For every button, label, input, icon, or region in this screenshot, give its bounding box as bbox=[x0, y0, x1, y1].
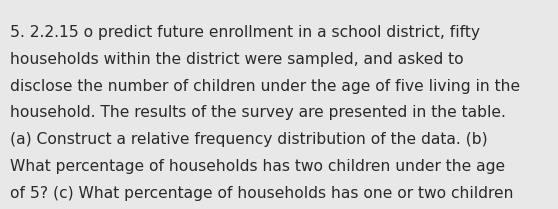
Text: 5. 2.2.15 o predict future enrollment in a school district, fifty: 5. 2.2.15 o predict future enrollment in… bbox=[10, 25, 480, 40]
Text: disclose the number of children under the age of five living in the: disclose the number of children under th… bbox=[10, 79, 520, 94]
Text: (a) Construct a relative frequency distribution of the data. (b): (a) Construct a relative frequency distr… bbox=[10, 132, 488, 147]
Text: of 5? (c) What percentage of households has one or two children: of 5? (c) What percentage of households … bbox=[10, 186, 513, 201]
Text: What percentage of households has two children under the age: What percentage of households has two ch… bbox=[10, 159, 505, 174]
Text: households within the district were sampled, and asked to: households within the district were samp… bbox=[10, 52, 464, 67]
Text: household. The results of the survey are presented in the table.: household. The results of the survey are… bbox=[10, 105, 506, 120]
